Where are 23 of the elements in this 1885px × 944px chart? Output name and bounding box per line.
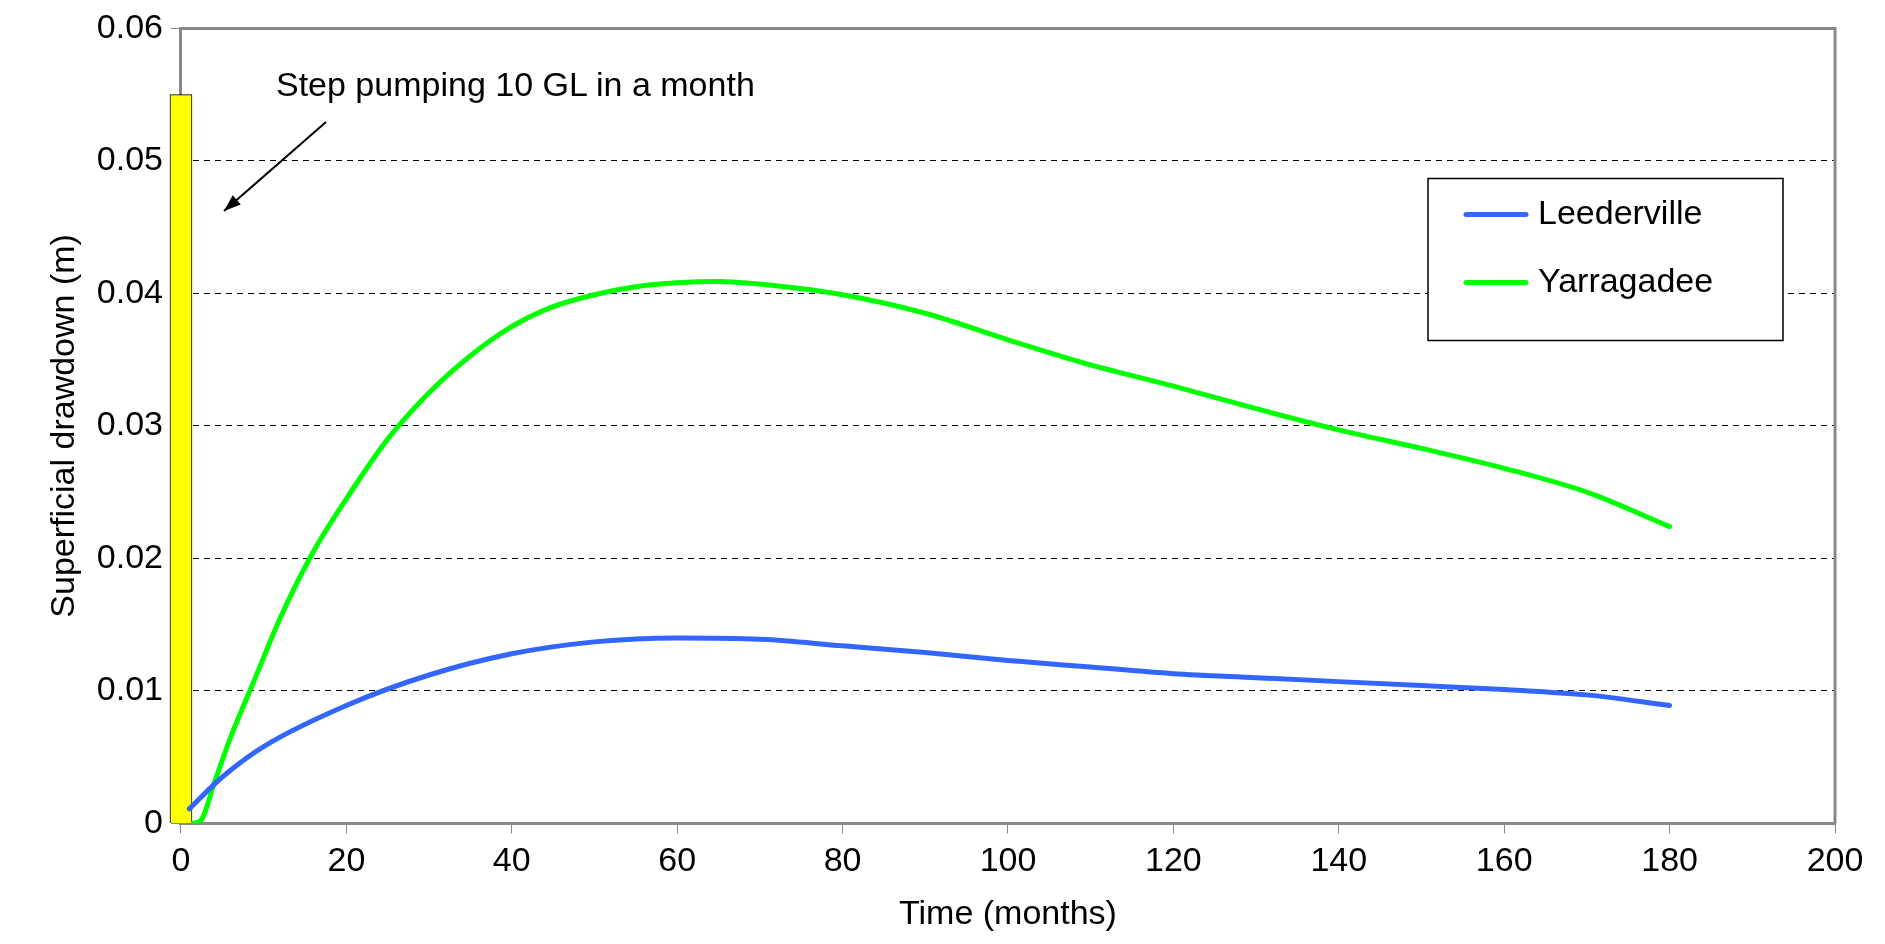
x-tick-label: 160	[1475, 840, 1533, 879]
x-tick-label: 140	[1310, 840, 1368, 879]
y-tick-label: 0.06	[96, 6, 163, 45]
y-tick-label: 0.03	[96, 404, 163, 443]
y-tick-label: 0.01	[96, 669, 163, 708]
legend-label: Yarragadee	[1538, 260, 1714, 299]
x-tick-label: 40	[492, 840, 531, 879]
annotation: Step pumping 10 GL in a month	[275, 64, 755, 103]
legend-label: Leederville	[1538, 192, 1703, 231]
y-tick-label: 0	[144, 801, 163, 840]
y-tick-label: 0.04	[96, 271, 163, 310]
x-tick-label: 120	[1145, 840, 1202, 879]
y-axis-title: Superficial drawdown (m)	[42, 234, 81, 618]
x-tick-label: 0	[171, 840, 191, 879]
y-tick-label: 0.02	[96, 536, 163, 575]
x-tick-label: 80	[823, 840, 862, 879]
x-tick-label: 60	[658, 840, 697, 879]
x-tick-label: 180	[1641, 840, 1698, 879]
x-tick-label: 20	[327, 840, 366, 879]
y-tick-label: 0.05	[96, 139, 163, 178]
x-axis-title: Time (months)	[899, 892, 1117, 931]
x-tick-label: 200	[1806, 840, 1864, 879]
x-tick-label: 100	[979, 840, 1037, 879]
